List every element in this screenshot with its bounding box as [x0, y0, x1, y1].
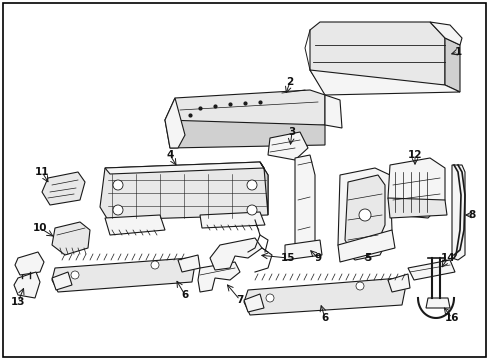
Polygon shape: [164, 98, 184, 148]
Text: 7: 7: [236, 295, 243, 305]
Text: 1: 1: [453, 47, 461, 57]
Polygon shape: [387, 158, 444, 218]
Polygon shape: [451, 165, 464, 260]
Polygon shape: [387, 274, 409, 292]
Polygon shape: [198, 262, 240, 292]
Polygon shape: [178, 255, 200, 272]
Polygon shape: [200, 212, 264, 228]
Polygon shape: [105, 215, 164, 235]
Text: 15: 15: [280, 253, 295, 263]
Polygon shape: [260, 162, 267, 215]
Polygon shape: [244, 278, 404, 315]
Circle shape: [246, 180, 257, 190]
Text: 10: 10: [33, 223, 47, 233]
Polygon shape: [387, 198, 446, 218]
Polygon shape: [294, 155, 314, 250]
Circle shape: [265, 294, 273, 302]
Polygon shape: [425, 298, 449, 308]
Polygon shape: [325, 95, 341, 128]
Circle shape: [355, 282, 363, 290]
Text: 6: 6: [321, 313, 328, 323]
Polygon shape: [267, 132, 307, 160]
Polygon shape: [407, 260, 454, 280]
Polygon shape: [105, 162, 264, 174]
Text: 14: 14: [440, 253, 454, 263]
Polygon shape: [15, 252, 44, 275]
Circle shape: [358, 209, 370, 221]
Polygon shape: [164, 90, 325, 135]
Circle shape: [71, 271, 79, 279]
Circle shape: [151, 261, 159, 269]
Text: 3: 3: [288, 127, 295, 137]
Polygon shape: [52, 272, 72, 290]
Circle shape: [246, 205, 257, 215]
Polygon shape: [14, 272, 40, 298]
Text: 6: 6: [181, 290, 188, 300]
Text: 4: 4: [166, 150, 173, 160]
Text: 9: 9: [314, 253, 321, 263]
Text: 11: 11: [35, 167, 49, 177]
Polygon shape: [100, 162, 267, 220]
Polygon shape: [337, 230, 394, 262]
Text: 8: 8: [468, 210, 475, 220]
Polygon shape: [345, 175, 384, 252]
Polygon shape: [444, 38, 459, 92]
Polygon shape: [429, 22, 461, 45]
Circle shape: [113, 205, 123, 215]
Text: 13: 13: [11, 297, 25, 307]
Polygon shape: [309, 70, 459, 95]
Polygon shape: [337, 168, 391, 260]
Circle shape: [113, 180, 123, 190]
Text: 5: 5: [364, 253, 371, 263]
Text: 12: 12: [407, 150, 421, 160]
Polygon shape: [244, 294, 264, 312]
Text: 16: 16: [444, 313, 458, 323]
Polygon shape: [309, 22, 444, 85]
Polygon shape: [52, 222, 90, 255]
Polygon shape: [42, 172, 85, 205]
Polygon shape: [209, 238, 262, 270]
Polygon shape: [52, 258, 194, 292]
Polygon shape: [164, 120, 325, 148]
Polygon shape: [285, 240, 321, 260]
Text: 2: 2: [286, 77, 293, 87]
